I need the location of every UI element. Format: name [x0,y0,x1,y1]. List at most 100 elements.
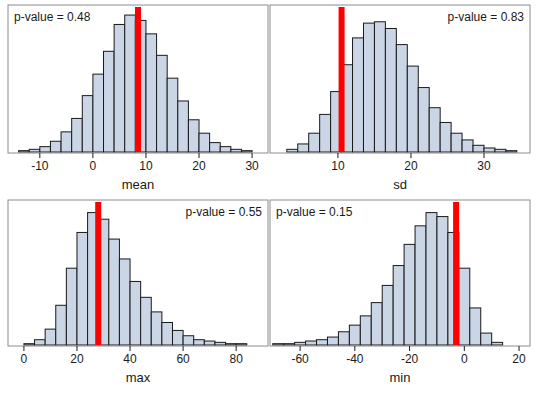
annotation: p-value = 0.55 [186,205,263,219]
observed-line [453,202,459,345]
tick [410,153,411,158]
histogram-bar [104,51,115,152]
tick-label: 20 [404,159,418,173]
axis-label: min [390,370,411,385]
histogram-bar [353,38,364,152]
histogram-bar [360,316,371,345]
tick [464,346,465,351]
histogram-bar [462,140,473,152]
plot-area [287,7,517,152]
tick [483,153,484,158]
histogram-bar [24,344,35,345]
tick [409,346,410,351]
histogram-bar [50,141,61,152]
tick-label: -40 [346,352,364,366]
histogram-bar [141,297,152,345]
histogram-bar [236,344,247,345]
histogram-bar [72,118,83,152]
plot-area [273,202,503,345]
histogram-bar [66,268,77,345]
background [0,0,540,405]
tick-label: 0 [461,352,468,366]
histogram-bar [396,45,407,152]
observed-line [339,7,345,152]
histogram-bar [167,78,178,152]
tick [519,346,520,351]
histogram-bar [204,341,215,345]
histogram-bar [109,239,120,345]
histogram-bar [363,23,374,152]
histogram-bar [484,148,495,152]
panel: -100102030meanp-value = 0.48 [8,5,268,192]
tick [337,153,338,158]
observed-line [95,202,101,345]
histogram-bar [440,122,451,152]
histogram-bar [210,143,221,152]
tick [76,346,77,351]
histogram-bar [241,151,252,152]
histogram-bar [327,337,338,345]
tick [130,346,131,351]
histogram-bar [40,147,51,152]
plot-area [19,7,252,152]
histogram-bar [426,213,437,345]
histogram-bar [77,232,88,345]
axis-label: max [126,370,151,385]
histogram-bar [35,340,46,345]
histogram-bar [295,342,306,345]
histogram-bar [371,303,382,345]
observed-line [135,7,141,152]
panel: 020406080maxp-value = 0.55 [8,200,268,385]
histogram-bar [157,55,168,152]
tick-label: 30 [477,159,491,173]
tick-label: 20 [70,352,84,366]
histogram-bar [382,285,393,345]
histogram-bar [492,342,503,345]
tick-label: 10 [331,159,345,173]
annotation: p-value = 0.15 [276,205,353,219]
tick [252,153,253,158]
panel: -60-40-20020minp-value = 0.15 [270,200,530,385]
histogram-bar [470,308,481,345]
tick [145,153,146,158]
tick-label: 10 [139,159,153,173]
histogram-bar [151,312,162,345]
histogram-bar [284,344,295,345]
histogram-bar [473,145,484,152]
frame [8,200,268,346]
histogram-bar [82,96,93,152]
tick [199,153,200,158]
histogram-bar [415,226,426,345]
histogram-bar [61,132,72,152]
histogram-bar [481,333,492,345]
histogram-bar [495,149,506,152]
histogram-bar [459,268,470,345]
histogram-bar [172,330,183,345]
annotation: p-value = 0.83 [448,10,525,24]
histogram-bar [178,101,189,152]
histogram-bar [287,149,298,152]
histogram-bar [407,66,418,152]
tick [39,153,40,158]
histogram-bar [309,133,320,152]
tick-label: 40 [123,352,137,366]
histogram-bar [199,133,210,152]
annotation: p-value = 0.48 [14,10,91,24]
tick [236,346,237,351]
tick-label: 0 [90,159,97,173]
histogram-bar [220,147,231,152]
histogram-bar [451,133,462,152]
histogram-bar [418,88,429,152]
tick [183,346,184,351]
histogram-bar [194,340,205,345]
histogram-bar [385,28,396,152]
tick-label: 0 [21,352,28,366]
tick [23,346,24,351]
histogram-bar [226,344,237,345]
histogram-bar [506,151,517,152]
histogram-bar [119,259,130,345]
histogram-bar [320,114,331,152]
histogram-bar [273,344,284,345]
histogram-bar [306,341,317,345]
histogram-bar [429,108,440,152]
